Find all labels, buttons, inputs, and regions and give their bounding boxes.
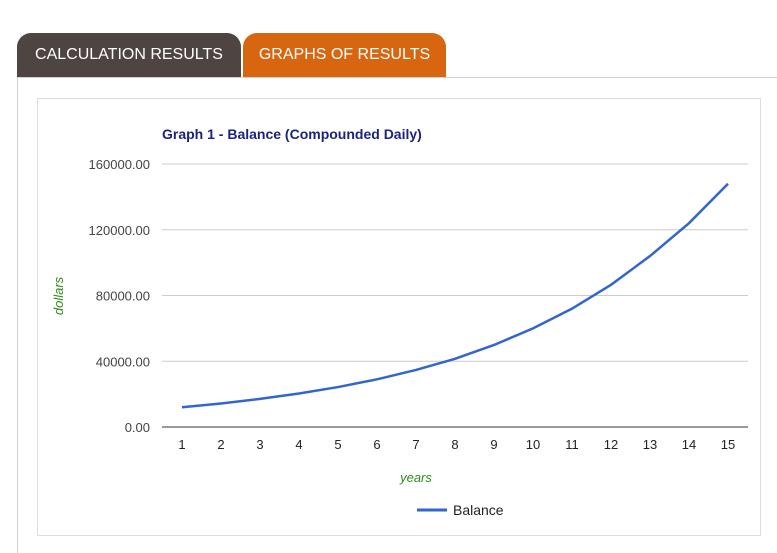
x-tick-label-10: 10 bbox=[526, 437, 540, 452]
y-tick-label-1: 40000.00 bbox=[96, 354, 150, 369]
x-tick-label-13: 13 bbox=[643, 437, 657, 452]
y-tick-label-0: 0.00 bbox=[125, 420, 150, 435]
x-tick-label-3: 3 bbox=[256, 437, 263, 452]
chart-container: Graph 1 - Balance (Compounded Daily) 0.0… bbox=[37, 98, 761, 536]
x-tick-label-9: 9 bbox=[490, 437, 497, 452]
x-tick-label-8: 8 bbox=[451, 437, 458, 452]
x-axis-label: years bbox=[399, 470, 432, 485]
x-tick-label-12: 12 bbox=[604, 437, 618, 452]
y-tick-label-3: 120000.00 bbox=[89, 223, 150, 238]
tab-calculation-results[interactable]: CALCULATION RESULTS bbox=[17, 33, 241, 78]
series-points bbox=[181, 183, 729, 408]
x-tick-label-15: 15 bbox=[721, 437, 735, 452]
x-axis-ticks: 1 2 3 4 5 6 7 8 9 10 11 12 13 14 15 bbox=[178, 437, 735, 452]
gridlines bbox=[162, 163, 748, 362]
x-tick-label-5: 5 bbox=[334, 437, 341, 452]
x-tick-label-2: 2 bbox=[217, 437, 224, 452]
tab-graphs-of-results[interactable]: GRAPHS OF RESULTS bbox=[243, 33, 446, 78]
y-tick-label-2: 80000.00 bbox=[96, 289, 150, 304]
x-tick-label-6: 6 bbox=[373, 437, 380, 452]
x-tick-label-14: 14 bbox=[682, 437, 696, 452]
x-tick-label-7: 7 bbox=[412, 437, 419, 452]
balance-chart: Graph 1 - Balance (Compounded Daily) 0.0… bbox=[51, 126, 748, 518]
y-tick-label-4: 160000.00 bbox=[89, 157, 150, 172]
y-axis-ticks: 0.00 40000.00 80000.00 120000.00 160000.00 bbox=[89, 157, 150, 435]
legend-label-balance: Balance bbox=[453, 502, 504, 518]
chart-title: Graph 1 - Balance (Compounded Daily) bbox=[162, 126, 422, 142]
y-axis-label: dollars bbox=[51, 276, 66, 315]
x-tick-label-11: 11 bbox=[565, 437, 579, 452]
x-tick-label-4: 4 bbox=[295, 437, 302, 452]
results-panel bbox=[17, 77, 777, 553]
x-tick-label-1: 1 bbox=[178, 437, 185, 452]
